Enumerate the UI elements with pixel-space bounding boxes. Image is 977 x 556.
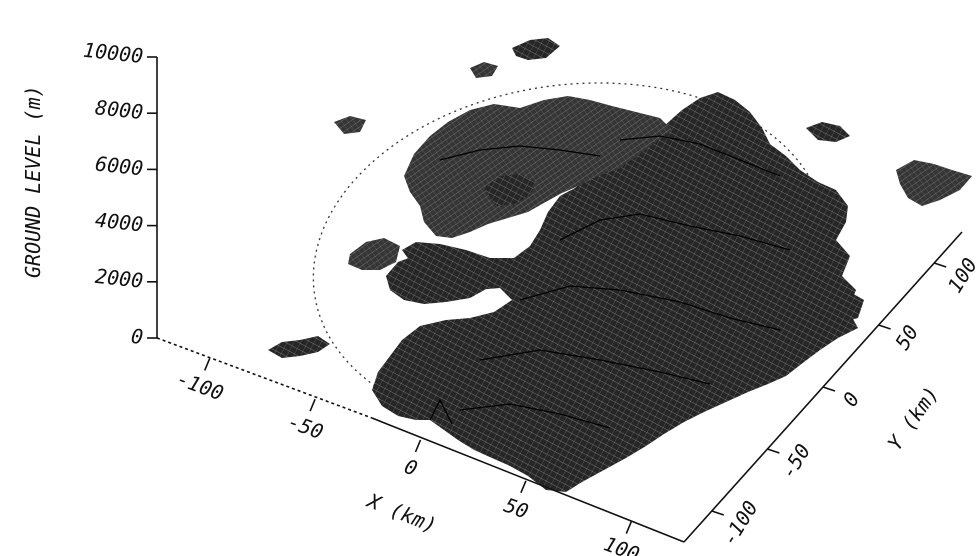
terrain-central-plateau (484, 174, 536, 206)
z-tick-label: 4000 (94, 208, 144, 237)
x-tick-mark (414, 439, 422, 453)
x-axis-back-line (156, 337, 373, 419)
y-tick-mark (933, 262, 947, 268)
ridge-1 (559, 213, 791, 251)
terrain-surface (268, 38, 972, 492)
y-tick-label: 50 (890, 321, 923, 354)
ridge-5 (619, 135, 781, 177)
y-axis-title: Y (km) (882, 382, 943, 455)
terrain-small-island-2 (334, 116, 366, 134)
terrain-east-fragment-2 (836, 292, 864, 322)
terrain-west-islands (386, 256, 488, 304)
terrain-east-coast (806, 122, 850, 142)
x-axis-title: X (km) (362, 488, 440, 538)
y-tick-mark (711, 510, 725, 516)
terrain-small-island-4 (470, 62, 498, 78)
x-tick-mark (625, 521, 633, 534)
z-tick-label: 0 (130, 324, 144, 349)
z-tick-label: 10000 (82, 38, 144, 68)
x-tick-mark (309, 398, 316, 412)
y-tick-mark (767, 448, 780, 454)
z-tick-label: 6000 (94, 151, 144, 180)
x-tick-mark (520, 480, 527, 494)
terrain-small-island-1 (268, 336, 330, 358)
y-tick-mark (878, 324, 891, 330)
x-tick-label: -50 (284, 409, 326, 444)
terrain-ridges (429, 135, 791, 429)
ridge-3 (479, 349, 711, 385)
y-tick-label: 0 (838, 388, 865, 411)
ridge-2 (519, 285, 781, 331)
z-tick-label: 8000 (94, 95, 144, 124)
terrain-main-landmass (372, 92, 858, 492)
x-tick-label: 0 (401, 454, 421, 481)
ridge-7 (429, 398, 453, 425)
terrain-north-landmass (404, 96, 672, 238)
ridge-6 (439, 145, 601, 161)
z-axis-title: GROUND LEVEL (m) (21, 85, 45, 278)
y-tick-label: 100 (943, 254, 977, 297)
x-tick-label: 50 (501, 493, 532, 524)
y-tick-label: -50 (776, 440, 815, 483)
x-tick-mark (203, 358, 211, 371)
x-axis-line (371, 417, 685, 543)
z-ticks: 0 2000 4000 6000 8000 10000 (82, 38, 157, 349)
z-tick-label: 2000 (94, 264, 144, 293)
terrain-west-peninsula (348, 238, 400, 270)
terrain-small-island-3 (512, 38, 560, 60)
ridge-4 (459, 403, 611, 429)
y-tick-mark (822, 386, 836, 392)
x-tick-label: 100 (601, 532, 643, 556)
x-tick-label: -100 (173, 366, 226, 405)
y-tick-label: -100 (717, 497, 763, 551)
terrain-east-fragment (896, 160, 972, 206)
